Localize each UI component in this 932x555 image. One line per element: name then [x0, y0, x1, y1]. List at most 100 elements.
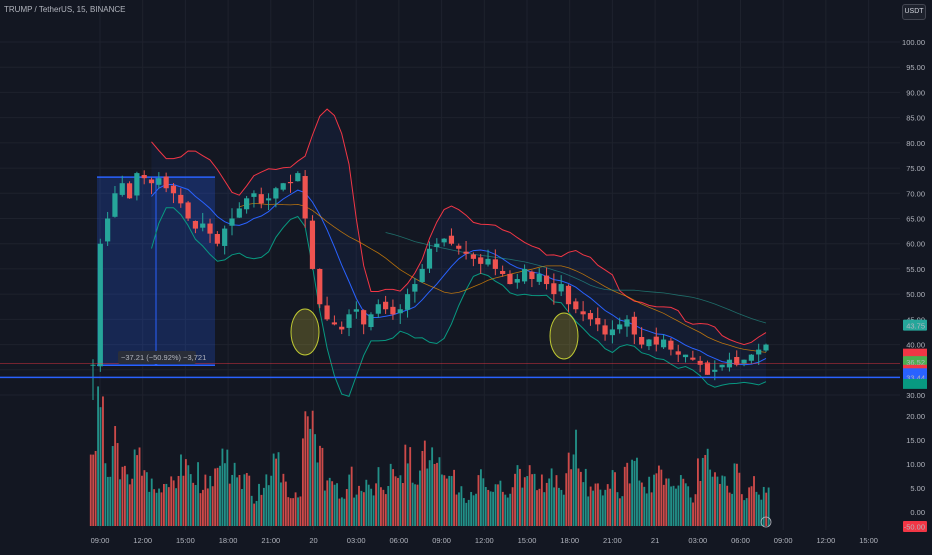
volume-bar	[536, 490, 538, 526]
volume-bar	[479, 469, 482, 526]
volume-bar	[316, 462, 319, 526]
volume-bar	[158, 488, 160, 526]
volume-bar	[538, 488, 541, 526]
price-tick: 80.00	[906, 139, 925, 148]
candle-body	[156, 178, 162, 185]
volume-bar	[419, 470, 421, 526]
candle-body	[573, 301, 579, 310]
volume-bar	[718, 483, 721, 526]
volume-bar	[453, 469, 456, 526]
volume-bar	[319, 445, 321, 526]
volume-bar	[180, 454, 182, 526]
candle-body	[580, 311, 586, 315]
volume-bar	[128, 484, 131, 526]
volume-bar	[711, 476, 714, 526]
volume-bar	[267, 485, 270, 526]
volume-tick: 5.00	[910, 484, 925, 493]
volume-bar	[111, 446, 114, 526]
candle-body	[324, 305, 330, 320]
volume-bar	[431, 447, 434, 526]
volume-bar	[753, 476, 755, 526]
volume-bar	[458, 492, 460, 526]
volume-bar	[487, 489, 490, 526]
highlight-ellipse-2	[549, 312, 579, 360]
volume-bar	[601, 495, 604, 526]
volume-bar	[401, 483, 404, 526]
time-tick: 21:00	[603, 536, 622, 545]
candle-body	[141, 174, 147, 179]
volume-bar	[672, 485, 675, 526]
time-tick: 21	[651, 536, 659, 545]
volume-bar	[141, 475, 143, 526]
candle-body	[368, 314, 374, 328]
volume-bar	[497, 484, 499, 526]
bb-lower	[151, 207, 767, 398]
volume-bar	[106, 476, 109, 526]
volume-bar	[636, 457, 638, 526]
candle-body	[126, 183, 133, 199]
volume-bar	[109, 476, 112, 526]
time-tick: 09:00	[774, 536, 793, 545]
volume-bar	[138, 447, 141, 526]
currency-button[interactable]: USDT	[902, 4, 926, 20]
candle-body	[704, 362, 711, 375]
candle-body	[660, 339, 667, 348]
volume-bar	[245, 473, 248, 526]
candle-body	[192, 220, 199, 229]
candle-body	[222, 228, 228, 246]
blue-price-badge: 33.44	[906, 374, 925, 383]
volume-bar	[448, 475, 451, 526]
candle-body	[302, 176, 308, 219]
candle-body	[741, 359, 747, 364]
volume-bar	[331, 481, 334, 526]
volume-bar	[523, 477, 526, 526]
volume-bar	[272, 453, 275, 526]
volume-bar	[565, 473, 568, 526]
measure-label: −37.21 (−50.92%) −3,721	[121, 353, 206, 362]
volume-bar	[484, 486, 487, 526]
volume-bar	[389, 463, 392, 526]
volume-bar	[160, 492, 163, 526]
volume-bar	[94, 450, 97, 526]
volume-bar	[660, 469, 663, 526]
price-tick: 95.00	[906, 63, 925, 72]
candle-body	[565, 285, 572, 305]
volume-bar	[258, 483, 260, 526]
volume-bar	[638, 480, 641, 526]
volume-bar	[494, 484, 497, 526]
volume-bar	[550, 468, 553, 526]
volume-bar	[589, 486, 592, 526]
volume-bar	[394, 476, 397, 526]
volume-bar	[226, 449, 229, 526]
volume-bar	[155, 492, 158, 526]
volume-bar	[277, 452, 280, 526]
volume-bar	[540, 474, 543, 526]
volume-bar	[321, 447, 324, 526]
volume-bar	[592, 490, 594, 526]
candle-body	[185, 202, 191, 219]
volume-bar	[411, 482, 414, 526]
volume-bar	[618, 498, 621, 526]
volume-bar	[114, 426, 117, 526]
volume-bar	[197, 462, 199, 526]
price-tick: 65.00	[906, 215, 925, 224]
candle-body	[207, 223, 213, 234]
volume-bar	[450, 476, 453, 526]
candle-body	[97, 243, 103, 367]
volume-bar	[750, 486, 753, 526]
candle-body	[631, 316, 637, 335]
candle-body	[434, 243, 440, 248]
volume-bar	[521, 487, 524, 526]
volume-bar	[553, 487, 555, 526]
price-axis: 100.00 95.00 90.00 85.00 80.00 75.00 70.00 65.0…	[902, 38, 927, 400]
volume-bar	[597, 483, 599, 526]
volume-tick: 20.00	[906, 412, 925, 421]
time-tick: 12:00	[817, 536, 836, 545]
volume-bar	[560, 489, 563, 526]
candle-body	[258, 194, 264, 204]
volume-bar	[126, 474, 129, 526]
candle-body	[148, 179, 155, 184]
volume-bar	[355, 494, 358, 526]
